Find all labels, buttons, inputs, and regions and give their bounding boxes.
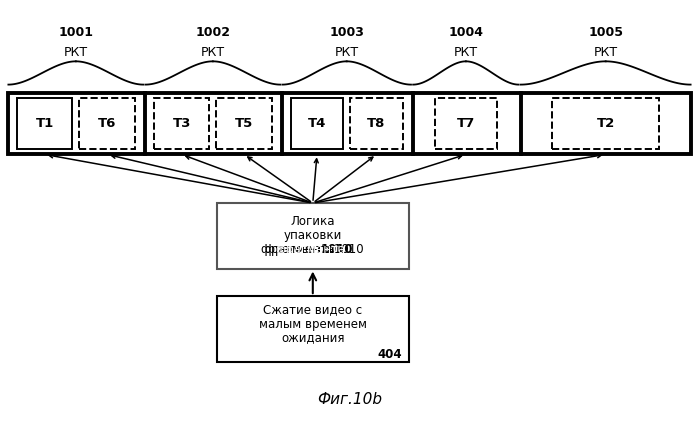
Bar	[17, 98, 73, 149]
Text: T6: T6	[98, 117, 116, 130]
Text: 1001: 1001	[58, 26, 94, 39]
Bar	[291, 98, 343, 149]
Text: 1004: 1004	[448, 26, 484, 39]
Bar	[217, 296, 409, 362]
Bar	[435, 98, 497, 149]
Text: T3: T3	[173, 117, 191, 130]
Bar	[154, 98, 210, 149]
Text: Фиг.10b: Фиг.10b	[317, 392, 382, 407]
Text: 1003: 1003	[329, 26, 364, 39]
Text: фрагмента: фрагмента	[265, 243, 338, 256]
Text: РКТ: РКТ	[64, 46, 88, 59]
Text: T2: T2	[596, 117, 615, 130]
Text: РКТ: РКТ	[454, 46, 478, 59]
Bar	[8, 93, 691, 154]
Text: T7: T7	[456, 117, 475, 130]
Bar	[217, 203, 409, 269]
Text: фрагмента: фрагмента	[275, 243, 349, 256]
Text: ожидания: ожидания	[281, 332, 345, 344]
Bar	[217, 98, 272, 149]
Text: 1002: 1002	[195, 26, 231, 39]
Text: T4: T4	[308, 117, 326, 130]
Text: РКТ: РКТ	[593, 46, 618, 59]
Text: Логика: Логика	[291, 215, 335, 228]
Text: РКТ: РКТ	[335, 46, 359, 59]
Text: упаковки: упаковки	[284, 229, 342, 242]
Text: T1: T1	[36, 117, 54, 130]
Text: T8: T8	[367, 117, 386, 130]
Text: 1010: 1010	[321, 243, 353, 256]
Bar	[79, 98, 135, 149]
Text: 404: 404	[377, 348, 402, 360]
Text: фрагмента 1010: фрагмента 1010	[261, 243, 364, 256]
Text: Сжатие видео с: Сжатие видео с	[264, 304, 362, 316]
Text: РКТ: РКТ	[201, 46, 225, 59]
Text: T5: T5	[235, 117, 253, 130]
Bar	[552, 98, 659, 149]
Bar	[350, 98, 403, 149]
Text: малым временем: малым временем	[259, 318, 367, 330]
Text: 1005: 1005	[588, 26, 624, 39]
